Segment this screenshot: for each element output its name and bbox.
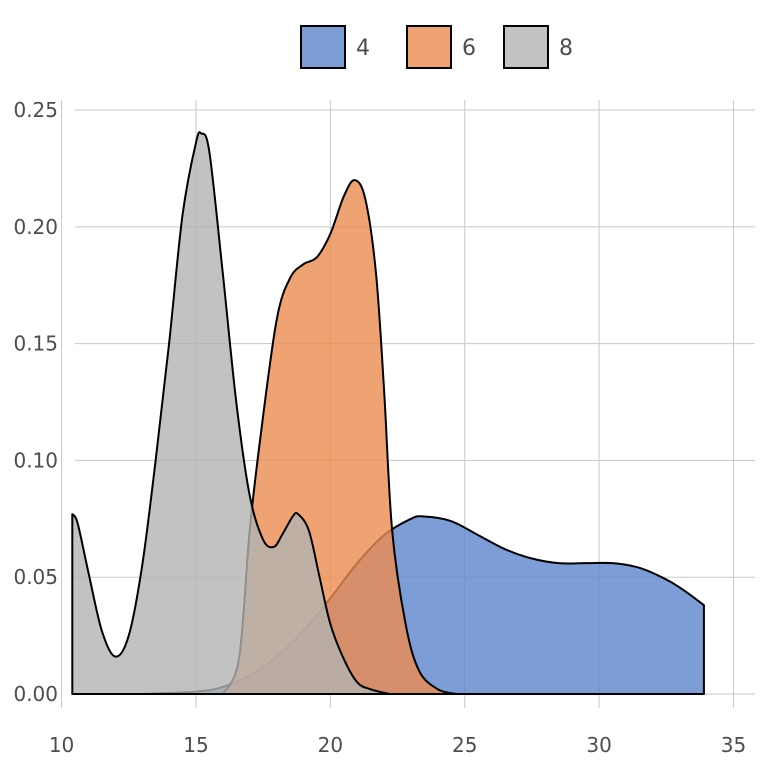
y-tick-label: 0.00	[13, 682, 58, 706]
y-tick-label: 0.05	[13, 565, 58, 589]
y-tick-label: 0.25	[13, 98, 58, 122]
legend-label-8: 8	[559, 36, 573, 61]
legend-label-6: 6	[462, 36, 476, 61]
x-tick-label: 10	[49, 733, 74, 757]
x-tick-label: 30	[586, 733, 611, 757]
y-tick-label: 0.20	[13, 215, 58, 239]
legend-key-4	[300, 25, 346, 69]
x-tick-label: 35	[721, 733, 746, 757]
y-tick-label: 0.10	[13, 448, 58, 472]
legend-key-6	[406, 25, 452, 69]
y-tick-label: 0.15	[13, 332, 58, 356]
legend: 4 6 8	[300, 25, 573, 69]
axis-tick-labels: 10 15 20 25 30 35 0.00 0.05 0.10 0.15 0.20 0.25	[13, 98, 746, 757]
x-tick-label: 25	[452, 733, 477, 757]
density-area-8	[71, 131, 391, 695]
legend-item-8: 8	[503, 25, 573, 69]
legend-item-6: 6	[406, 25, 476, 69]
legend-key-8	[503, 25, 549, 69]
x-tick-label: 20	[318, 733, 343, 757]
x-tick-label: 15	[183, 733, 208, 757]
legend-item-4: 4	[300, 25, 370, 69]
legend-label-4: 4	[356, 36, 370, 61]
density-areas	[71, 131, 705, 695]
